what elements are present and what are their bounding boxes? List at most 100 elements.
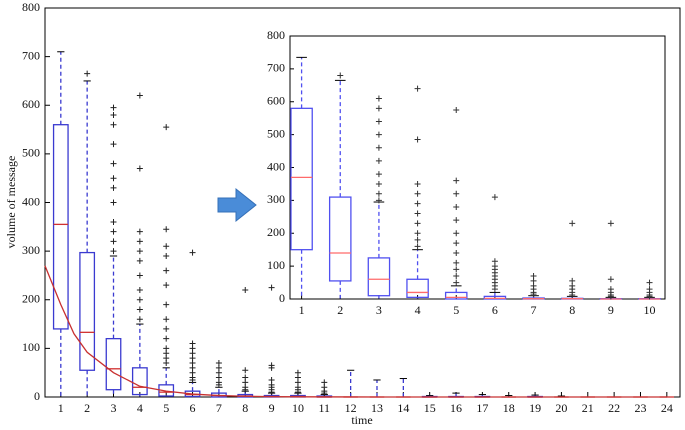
- flier: [375, 190, 382, 197]
- flier: [453, 203, 460, 210]
- x-tick-label: 1: [58, 401, 64, 415]
- y-tick-label: 800: [22, 0, 40, 14]
- x-tick-label: 5: [453, 303, 459, 317]
- y-tick-label: 600: [267, 94, 285, 108]
- flier: [136, 316, 143, 323]
- flier: [110, 248, 117, 255]
- flier: [414, 136, 421, 143]
- flier: [453, 217, 460, 224]
- x-tick-label: 3: [111, 401, 117, 415]
- x-tick-label: 2: [337, 303, 343, 317]
- flier: [163, 226, 170, 233]
- flier: [646, 286, 653, 293]
- y-tick-label: 700: [267, 61, 285, 75]
- flier: [110, 104, 117, 111]
- flier: [375, 197, 382, 204]
- flier: [414, 200, 421, 207]
- flier: [136, 228, 143, 235]
- flier: [110, 175, 117, 182]
- y-tick-label: 500: [267, 126, 285, 140]
- flier: [375, 171, 382, 178]
- flier: [453, 249, 460, 256]
- flier: [163, 243, 170, 250]
- flier: [375, 144, 382, 151]
- x-tick-label: 9: [269, 401, 275, 415]
- x-tick-label: 17: [476, 401, 488, 415]
- x-tick-label: 9: [608, 303, 614, 317]
- x-tick-label: 4: [137, 401, 143, 415]
- flier: [136, 287, 143, 294]
- flier: [163, 335, 170, 342]
- flier: [110, 218, 117, 225]
- flier: [321, 379, 328, 386]
- x-tick-label: 8: [569, 303, 575, 317]
- flier: [163, 252, 170, 259]
- flier: [375, 157, 382, 164]
- flier: [242, 287, 249, 294]
- flier: [414, 180, 421, 187]
- x-tick-label: 6: [190, 401, 196, 415]
- flier: [453, 259, 460, 266]
- x-tick-label: 21: [582, 401, 594, 415]
- flier: [136, 257, 143, 264]
- flier: [84, 70, 91, 77]
- arrow: [217, 187, 257, 223]
- flier: [607, 276, 614, 283]
- flier: [242, 374, 249, 381]
- flier: [189, 249, 196, 256]
- x-tick-label: 23: [634, 401, 646, 415]
- flier: [110, 184, 117, 191]
- y-tick-label: 300: [22, 243, 40, 257]
- flier: [491, 194, 498, 201]
- flier: [491, 258, 498, 265]
- flier: [136, 272, 143, 279]
- x-tick-label: 8: [242, 401, 248, 415]
- flier: [268, 362, 275, 369]
- x-tick-label: 16: [450, 401, 462, 415]
- flier: [453, 279, 460, 286]
- x-tick-label: 7: [216, 401, 222, 415]
- flier: [136, 248, 143, 255]
- y-tick-label: 200: [267, 225, 285, 239]
- flier: [163, 345, 170, 352]
- flier: [110, 199, 117, 206]
- y-tick-label: 600: [22, 97, 40, 111]
- flier: [375, 118, 382, 125]
- flier: [163, 124, 170, 131]
- flier: [110, 228, 117, 235]
- flier: [414, 243, 421, 250]
- y-tick-label: 300: [267, 192, 285, 206]
- box: [406, 278, 429, 299]
- box: [105, 337, 122, 391]
- flier: [189, 340, 196, 347]
- x-tick-label: 6: [492, 303, 498, 317]
- flier: [414, 236, 421, 243]
- y-tick-label: 200: [22, 292, 40, 306]
- flier: [136, 165, 143, 172]
- flier: [646, 279, 653, 286]
- box: [52, 124, 69, 330]
- flier: [453, 190, 460, 197]
- x-tick-label: 15: [424, 401, 436, 415]
- y-axis-label: volume of message: [4, 156, 18, 249]
- flier: [136, 92, 143, 99]
- flier: [215, 359, 222, 366]
- flier: [453, 230, 460, 237]
- x-tick-label: 24: [661, 401, 673, 415]
- x-tick-label: 11: [319, 401, 331, 415]
- box: [79, 251, 96, 371]
- box: [131, 367, 148, 396]
- x-tick-label: 5: [163, 401, 169, 415]
- flier: [414, 85, 421, 92]
- y-tick-label: 0: [34, 389, 40, 403]
- flier: [453, 106, 460, 113]
- flier: [453, 177, 460, 184]
- flier: [268, 376, 275, 383]
- flier: [110, 238, 117, 245]
- flier: [375, 105, 382, 112]
- y-tick-label: 100: [267, 258, 285, 272]
- flier: [414, 220, 421, 227]
- flier: [569, 220, 576, 227]
- flier: [110, 111, 117, 118]
